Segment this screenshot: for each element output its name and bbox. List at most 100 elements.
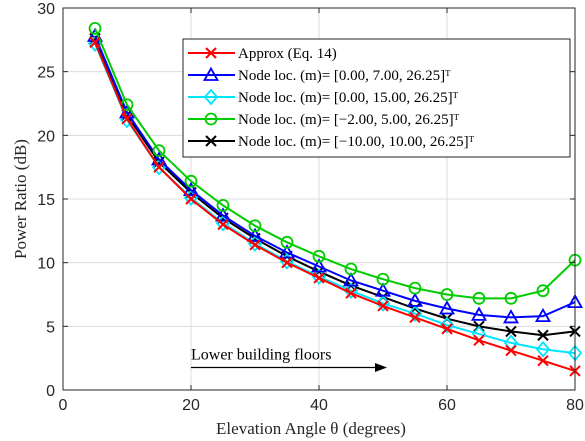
y-axis-title: Power Ratio (dB) xyxy=(11,139,30,259)
data-point xyxy=(502,309,520,324)
marker-stroke xyxy=(505,325,517,338)
data-point xyxy=(470,306,488,321)
legend-label: Approx (Eq. 14) xyxy=(238,46,337,62)
marker-stroke xyxy=(281,256,293,269)
marker-stroke xyxy=(505,344,517,357)
annotation-label: Lower building floors xyxy=(191,347,331,364)
legend-marker xyxy=(204,112,218,126)
series-layer xyxy=(86,21,584,377)
marker-stroke xyxy=(185,193,197,205)
legend-entry-2: Node loc. (m)= [0.00, 15.00, 26.25]ᵀ xyxy=(188,88,459,106)
legend-marker xyxy=(203,88,219,106)
data-point xyxy=(504,291,518,305)
annotation-arrow-head xyxy=(375,363,387,373)
data-point xyxy=(214,207,232,222)
data-point xyxy=(537,355,549,367)
data-point xyxy=(249,239,261,251)
x-tick-label: 40 xyxy=(310,397,328,414)
data-point xyxy=(246,227,264,242)
legend-entry-4: Node loc. (m)= [−10.00, 10.00, 26.25]ᵀ xyxy=(188,134,475,150)
data-point xyxy=(406,292,424,307)
marker-stroke xyxy=(537,329,549,341)
marker-stroke xyxy=(473,334,485,347)
y-tick-label: 25 xyxy=(37,65,55,82)
legend: Approx (Eq. 14) Node loc. (m)= [0.00, 7.0… xyxy=(182,38,571,158)
marker-stroke xyxy=(205,135,217,147)
legend-entry-0: Approx (Eq. 14) xyxy=(188,46,337,62)
y-tick-label: 30 xyxy=(37,1,55,18)
y-tick-label: 10 xyxy=(37,256,55,273)
data-point xyxy=(441,323,453,335)
series-3 xyxy=(88,21,582,305)
legend-marker xyxy=(202,66,220,81)
data-point xyxy=(438,300,456,315)
y-tick-label: 5 xyxy=(46,319,55,336)
series-0 xyxy=(89,36,581,377)
legend-label: Node loc. (m)= [−10.00, 10.00, 26.25]ᵀ xyxy=(238,134,475,150)
y-tick-label: 15 xyxy=(37,192,55,209)
data-point xyxy=(281,256,293,269)
data-point xyxy=(216,198,230,212)
data-point xyxy=(505,325,517,338)
data-point xyxy=(535,340,551,358)
marker-stroke xyxy=(121,113,133,125)
marker-stroke xyxy=(345,287,357,299)
data-point xyxy=(472,291,486,305)
x-axis-title: Elevation Angle θ (degrees) xyxy=(216,419,406,438)
data-point xyxy=(407,305,423,322)
x-tick-label: 20 xyxy=(182,397,200,414)
data-point xyxy=(89,36,101,49)
legend-marker xyxy=(205,135,217,147)
y-tick-label: 0 xyxy=(46,383,55,400)
marker-stroke xyxy=(153,161,165,173)
data-point xyxy=(313,272,325,284)
legend-box xyxy=(182,38,571,158)
legend-label: Node loc. (m)= [−2.00, 5.00, 26.25]ᵀ xyxy=(238,112,460,128)
data-point xyxy=(312,249,326,263)
legend-label: Node loc. (m)= [0.00, 15.00, 26.25]ᵀ xyxy=(238,90,459,106)
data-point xyxy=(409,311,421,324)
data-point xyxy=(342,272,360,287)
data-point xyxy=(344,262,358,276)
series-line xyxy=(94,35,576,319)
marker-stroke xyxy=(537,355,549,367)
marker-stroke xyxy=(409,311,421,324)
data-point xyxy=(278,244,296,259)
series-line xyxy=(94,41,576,372)
data-point xyxy=(473,334,485,347)
series-line xyxy=(94,38,576,337)
data-point xyxy=(534,307,552,323)
marker-stroke xyxy=(249,239,261,251)
data-point xyxy=(184,174,198,188)
data-point xyxy=(408,281,422,295)
x-tick-label: 0 xyxy=(59,397,68,414)
y-tick-label: 20 xyxy=(37,128,55,145)
marker-stroke xyxy=(441,323,453,335)
data-point xyxy=(280,235,294,249)
data-point xyxy=(376,272,390,286)
legend-entry-3: Node loc. (m)= [−2.00, 5.00, 26.25]ᵀ xyxy=(188,112,460,128)
marker-stroke xyxy=(89,36,101,49)
marker-stroke xyxy=(313,272,325,284)
data-point xyxy=(345,287,357,299)
data-point xyxy=(121,113,133,125)
data-point xyxy=(440,288,454,301)
data-point xyxy=(185,193,197,205)
x-tick-label: 60 xyxy=(438,397,456,414)
data-point xyxy=(153,161,165,173)
data-point xyxy=(182,181,200,196)
annotation: Lower building floors xyxy=(191,347,387,373)
marker-stroke xyxy=(377,300,389,312)
data-point xyxy=(150,151,168,166)
data-point xyxy=(152,144,166,158)
data-point xyxy=(377,300,389,312)
marker-stroke xyxy=(217,218,229,231)
marker-stroke xyxy=(205,47,217,59)
data-point xyxy=(505,344,517,357)
axes: 0 20 40 60 80 0 5 10 15 20 25 30 Elevation Angle θ (… xyxy=(11,1,584,438)
data-point xyxy=(88,21,102,35)
legend-label: Node loc. (m)= [0.00, 7.00, 26.25]ᵀ xyxy=(238,68,451,84)
data-point xyxy=(217,218,229,231)
series-line xyxy=(94,27,576,300)
